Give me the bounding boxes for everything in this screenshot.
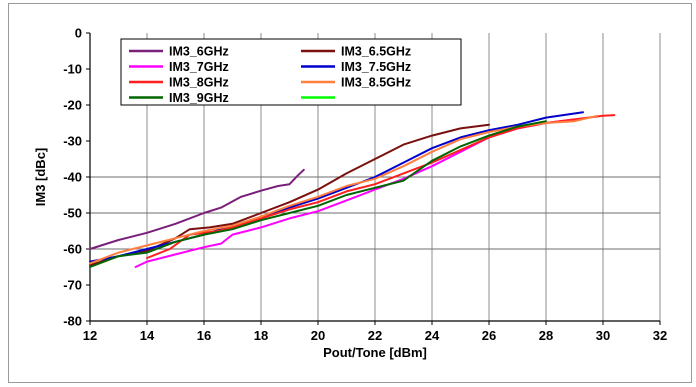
y-tick-label: -80 (63, 314, 82, 329)
x-tick-label: 26 (482, 328, 496, 343)
x-tick-label: 12 (83, 328, 97, 343)
x-tick-label: 14 (140, 328, 155, 343)
y-tick-label: -10 (63, 62, 82, 77)
legend-box (120, 38, 462, 106)
y-tick-label: 0 (75, 26, 82, 41)
y-tick-label: -30 (63, 134, 82, 149)
x-tick-label: 16 (197, 328, 211, 343)
x-tick-label: 32 (653, 328, 667, 343)
legend-label: IM3_6GHz (169, 45, 229, 59)
y-tick-label: -60 (63, 242, 82, 257)
x-tick-label: 24 (425, 328, 440, 343)
legend-label: IM3_6.5GHz (341, 45, 411, 59)
series-line-im3-6ghz (89, 168, 305, 250)
axes (86, 32, 661, 325)
legend-label: IM3_7GHz (169, 60, 229, 74)
y-tick-label: -70 (63, 278, 82, 293)
x-axis-title: Pout/Tone [dBm] (323, 345, 427, 360)
legend-label: IM3_7.5GHz (341, 60, 411, 74)
legend-label: IM3_9GHz (169, 91, 229, 105)
x-tick-label: 28 (539, 328, 553, 343)
y-tick-label: -50 (63, 206, 82, 221)
chart-frame: 0 -10 -20 -30 -40 -50 -60 -70 -80 12 14 16 18 20 22 24 2… (8, 3, 692, 383)
x-tick-label: 18 (254, 328, 268, 343)
x-tick-label: 22 (368, 328, 382, 343)
series-line-im3-9ghz (89, 120, 547, 268)
y-tick-label: -40 (63, 170, 82, 185)
x-tick-label: 30 (596, 328, 610, 343)
legend-label: IM3_8.5GHz (341, 76, 411, 90)
legend: IM3_6GHz IM3_6.5GHz IM3_7GHz IM3_7.5GHz IM3_… (120, 38, 462, 106)
y-axis-title: IM3 [dBc] (33, 148, 48, 207)
y-tick-label: -20 (63, 98, 82, 113)
x-tick-label: 20 (311, 328, 325, 343)
legend-label: IM3_8GHz (169, 76, 229, 90)
series-lines (89, 111, 616, 268)
